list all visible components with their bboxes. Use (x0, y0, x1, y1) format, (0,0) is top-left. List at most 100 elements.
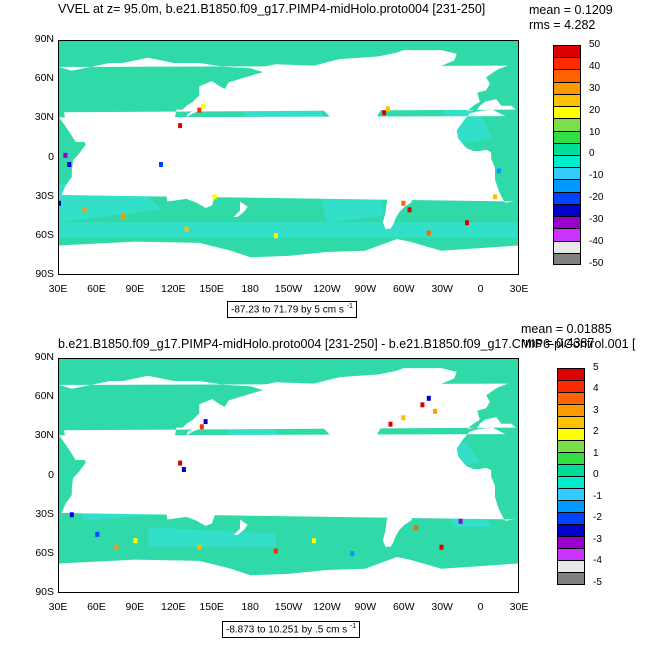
panel1-hotspot (382, 110, 387, 116)
panel2-hotspot (312, 538, 316, 544)
panel2-colorbar-label: 3 (593, 404, 599, 416)
panel1-land-uk (469, 82, 478, 93)
panel2-colorbar-swatch (557, 392, 585, 405)
panel1-lon-tick: 180 (241, 283, 259, 295)
panel1-colorbar-swatch (553, 155, 581, 168)
panel2-colorbar-swatch (557, 380, 585, 393)
panel2-colorbar-swatch (557, 524, 585, 537)
panel1-lat-tick: 60N (34, 72, 54, 85)
panel1-colorbar-swatch (553, 142, 581, 156)
panel1-hotspot (184, 226, 189, 232)
panel2-hotspot (95, 531, 100, 537)
panel1-colorbar-swatch (553, 179, 581, 193)
panel2-colorbar-label: -5 (593, 576, 602, 588)
panel2-lon-tick: 30E (509, 601, 529, 613)
panel2-land-greenland (390, 368, 457, 398)
panel2-colorbar-swatch (557, 440, 585, 453)
panel2-colorbar-swatch (557, 572, 585, 585)
panel2-land-japan (186, 417, 206, 436)
panel2-colorbar-swatch (557, 560, 585, 573)
panel2-colorbar-label: -1 (593, 490, 602, 502)
panel2-hotspot (133, 538, 138, 544)
panel1-range-label: -87.23 to 71.79 by 5 cm s -1 (227, 301, 357, 319)
panel2-rms: rms = 0.4387 (521, 336, 595, 350)
panel1-land-antarctica (59, 239, 518, 274)
panel2-colorbar-swatch (557, 464, 585, 477)
panel1-lon-tick: 30E (48, 283, 68, 295)
panel1-hotspot (273, 233, 278, 239)
panel2-hotspot (273, 548, 278, 554)
panel2-lon-tick: 90W (354, 601, 377, 613)
panel1-colorbar-swatch (553, 57, 581, 70)
panel1-colorbar-label: -10 (589, 170, 604, 182)
panel1-title: VVEL at z= 95.0m, b.e21.B1850.f09_g17.PI… (58, 2, 486, 16)
panel2-range-label: -8.873 to 10.251 by .5 cm s -1 (222, 621, 361, 639)
panel1-colorbar-swatch (553, 45, 581, 58)
panel1-colorbar-swatch (553, 216, 581, 229)
panel2-colorbar-label: 5 (593, 362, 599, 373)
panel1-colorbar-label: -40 (589, 236, 604, 247)
panel1-land-australia (166, 171, 216, 208)
panel2-colorbar-swatch (557, 536, 585, 549)
panel2-hotspot (401, 415, 406, 421)
panel1-anomaly-region (59, 222, 518, 238)
panel1-land-eurasia (59, 57, 516, 155)
panel2-colorbar-label: 2 (593, 426, 599, 438)
panel2-map (58, 358, 519, 593)
panel2-lon-tick: 150E (199, 601, 224, 613)
panel1-hotspot (120, 213, 125, 219)
panel2-hotspot (439, 544, 444, 550)
panel1-hotspot (67, 162, 72, 167)
panel1-colorbar-label: -20 (589, 192, 604, 204)
panel1-colorbar-swatch (553, 118, 581, 132)
panel1-lon-tick: 90E (125, 283, 145, 295)
panel1-lon-tick: 30E (509, 283, 529, 295)
panel1-hotspot (178, 123, 183, 129)
panel2-colorbar-label: 1 (593, 447, 599, 459)
panel1-lon-tick: 0 (477, 283, 484, 295)
panel2-hotspot (433, 408, 438, 414)
panel1-colorbar-label: 10 (589, 126, 601, 138)
panel2-hotspot (181, 467, 186, 472)
panel1-lat-tick: 0 (48, 150, 54, 163)
panel2-hotspot (114, 544, 119, 550)
panel2-land-new-zealand (233, 519, 248, 535)
panel1-hotspot (159, 162, 163, 167)
panel1-hotspot (496, 168, 501, 174)
panel2-hotspot (458, 518, 463, 524)
panel1-hotspot (212, 194, 217, 200)
panel2-hotspot (420, 402, 425, 408)
panel2-land-madagascar (76, 491, 85, 508)
panel1-hotspot (201, 103, 206, 109)
panel2-lon-tick: 60W (392, 601, 415, 613)
panel1-lon-tick: 150E (199, 283, 224, 295)
panel2-lon-tick: 120W (313, 601, 341, 613)
panel2-land-eurasia (59, 375, 516, 473)
panel1-lat-tick: 30N (34, 111, 54, 124)
panel1-hotspot (59, 200, 61, 206)
panel2-hotspot (203, 419, 208, 425)
panel1-colorbar-label: 50 (589, 39, 601, 50)
panel1-colorbar-swatch (553, 228, 581, 242)
panel1-colorbar (553, 45, 581, 266)
panel2-colorbar-swatch (557, 368, 585, 381)
panel2-range-text: -8.873 to 10.251 by .5 cm s (226, 624, 348, 636)
panel1-lat-tick: 90S (35, 268, 54, 280)
panel2-land-australia (166, 489, 216, 526)
panel1-range-text: -87.23 to 71.79 by 5 cm s (231, 304, 344, 316)
panel1-hotspot (465, 220, 469, 226)
panel2-mean: mean = 0.01885 (521, 322, 612, 336)
panel2-lat-tick: 30S (35, 507, 54, 520)
panel2-hotspot (197, 544, 202, 550)
panel1-lon-tick: 60W (392, 283, 415, 295)
panel1-colorbar-swatch (553, 191, 581, 205)
panel1-colorbar-label: -50 (589, 257, 604, 269)
panel2-colorbar-swatch (557, 488, 585, 501)
panel2-lon-tick: 90E (125, 601, 145, 613)
panel1-hotspot (401, 200, 406, 206)
panel2-hotspot (414, 525, 418, 531)
panel1-lon-tick: 120E (160, 283, 186, 295)
panel1-colorbar-label: 20 (589, 104, 601, 116)
panel1-lat-tick: 60S (35, 228, 54, 241)
panel2-colorbar-swatch (557, 428, 585, 441)
